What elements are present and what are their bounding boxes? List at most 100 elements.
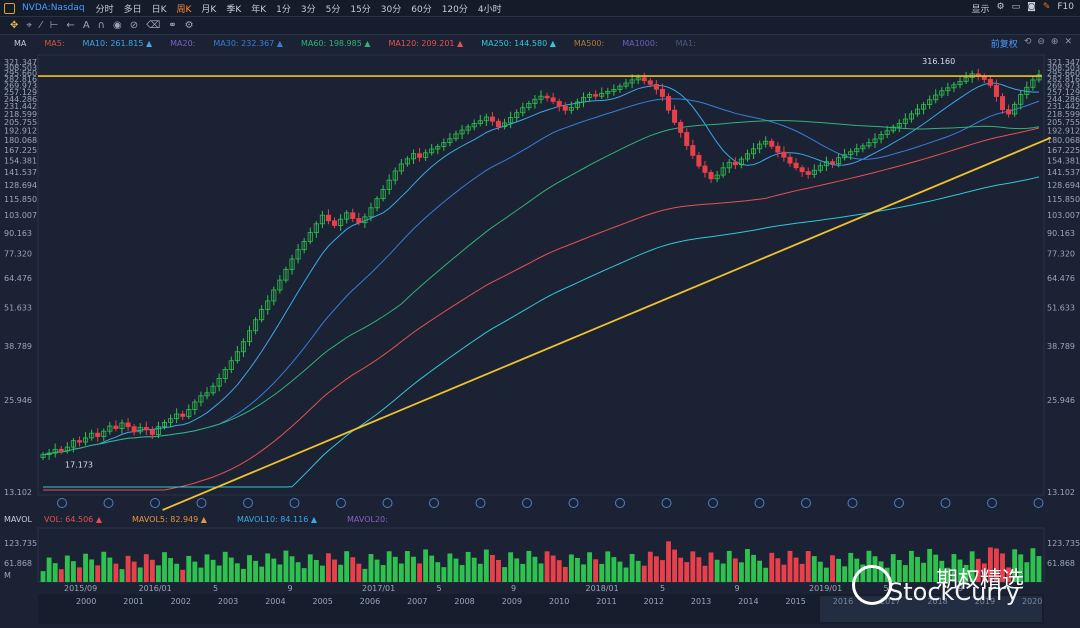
cursor-icon[interactable]: ⌖: [26, 20, 33, 31]
adjust-mode-button[interactable]: 前复权: [990, 40, 1018, 50]
window-icon[interactable]: ▭: [1011, 2, 1021, 12]
display-menu-button[interactable]: 显示: [971, 5, 990, 15]
period-tab[interactable]: 月K: [201, 4, 217, 15]
period-tab[interactable]: 15分: [350, 4, 371, 15]
f10-button[interactable]: F10: [1057, 2, 1074, 12]
time-axis-label: 5: [437, 584, 442, 593]
volume-bar: [143, 554, 149, 582]
magnet-icon[interactable]: ∩: [97, 20, 105, 31]
y-tick-label-left: 128.694: [4, 181, 37, 190]
volume-legend-title[interactable]: MAVOL: [4, 514, 32, 524]
volume-bar: [611, 557, 617, 582]
legend-value: 64.506 ▲: [62, 514, 102, 524]
gear-icon[interactable]: ⚙: [996, 2, 1005, 12]
event-marker-icon: [754, 498, 765, 508]
candle-body: [368, 207, 374, 218]
hline-icon[interactable]: ⊢: [49, 20, 59, 31]
volume-bar: [623, 567, 629, 582]
y-tick-label-right: 180.068: [1047, 136, 1080, 145]
trash-icon[interactable]: ⌫: [146, 20, 161, 31]
minus-icon[interactable]: ⊖: [1037, 37, 1045, 47]
volume-bar: [338, 564, 344, 582]
candle-body: [441, 142, 447, 147]
event-marker-icon: [568, 498, 579, 508]
legend-item: MAVOL20:: [347, 515, 388, 524]
period-tab[interactable]: 周K: [176, 4, 192, 15]
ban-icon[interactable]: ⊘: [129, 20, 139, 31]
volume-bar: [247, 555, 252, 582]
candle-body: [708, 172, 714, 180]
candle-body: [125, 422, 131, 428]
volume-bar: [593, 559, 599, 582]
legend-label: MA500:: [573, 38, 605, 48]
volume-bar: [113, 563, 119, 582]
pen-icon[interactable]: ✎: [1042, 2, 1051, 12]
candle-body: [1012, 103, 1018, 115]
period-tab[interactable]: 1分: [276, 4, 291, 15]
volume-bar: [933, 554, 939, 582]
ma-legend-title[interactable]: MA: [14, 38, 27, 48]
period-tab[interactable]: 日K: [151, 4, 167, 15]
line-icon[interactable]: ⁄: [40, 20, 42, 31]
legend-value: 82.949 ▲: [167, 514, 207, 524]
volume-bar: [204, 554, 210, 582]
link-icon[interactable]: ⚭: [168, 20, 177, 31]
y-tick-label-left: 13.102: [4, 488, 32, 497]
volume-bar: [137, 567, 143, 582]
candle-body: [253, 319, 259, 332]
move-icon[interactable]: ✥: [10, 20, 19, 31]
period-tab[interactable]: 4小时: [477, 4, 502, 15]
legend-item: MA60: 198.985 ▲: [301, 39, 371, 48]
period-tab[interactable]: 60分: [411, 4, 432, 15]
candle-body: [204, 392, 210, 397]
candle-body: [423, 152, 429, 158]
y-tick-label-right: 257.129: [1047, 88, 1080, 97]
volume-bar: [477, 563, 483, 582]
candle-body: [781, 151, 787, 158]
close-icon[interactable]: ✕: [1064, 37, 1072, 47]
symbol-label[interactable]: NVDA:Nasdaq: [22, 3, 85, 13]
legend-item: MAVOL10: 84.116 ▲: [237, 515, 317, 524]
period-tab[interactable]: 5分: [325, 4, 341, 15]
event-marker-icon: [150, 498, 160, 508]
gear-icon[interactable]: ⚙: [184, 20, 194, 31]
candle-body: [993, 84, 999, 97]
eye-icon[interactable]: ◉: [112, 20, 122, 31]
volume-bar: [605, 551, 611, 582]
volume-bar: [259, 566, 265, 582]
y-tick-label-left: 308.503: [4, 63, 37, 72]
candle-body: [495, 120, 502, 128]
period-tab[interactable]: 分时: [95, 4, 114, 15]
candle-body: [374, 198, 380, 209]
period-tab[interactable]: 3分: [300, 4, 316, 15]
time-axis-label: 9: [288, 584, 293, 593]
legend-label: VOL:: [43, 514, 63, 524]
candle-body: [325, 214, 331, 222]
app-logo-icon: [4, 3, 15, 14]
volume-bar: [253, 560, 259, 582]
plus-icon[interactable]: ⊕: [1050, 37, 1059, 47]
period-tab[interactable]: 多日: [123, 4, 142, 15]
y-tick-label-left: 282.816: [4, 75, 37, 84]
candle-body: [678, 121, 684, 133]
candle-body: [259, 308, 265, 321]
candle-body: [914, 108, 921, 115]
watermark-brand: StockCurry: [888, 578, 1020, 606]
text-icon[interactable]: A: [82, 20, 90, 31]
arrow-icon[interactable]: ←: [66, 20, 75, 31]
camera-icon[interactable]: ◙: [1027, 2, 1036, 12]
period-tab[interactable]: 30分: [380, 4, 402, 15]
year-axis-label: 2003: [218, 597, 238, 606]
y-tick-label-right: 115.850: [1047, 195, 1080, 204]
candle-body: [295, 249, 301, 260]
period-tab[interactable]: 年K: [251, 4, 267, 15]
back-icon[interactable]: ⟲: [1023, 37, 1032, 47]
volume-bar: [732, 558, 738, 582]
volume-bar: [666, 541, 671, 582]
candle-body: [362, 216, 368, 224]
y-tick-label-left: 269.973: [4, 81, 37, 90]
period-tab[interactable]: 季K: [226, 4, 242, 15]
period-tab[interactable]: 120分: [441, 4, 468, 15]
event-marker-icon: [475, 498, 486, 508]
